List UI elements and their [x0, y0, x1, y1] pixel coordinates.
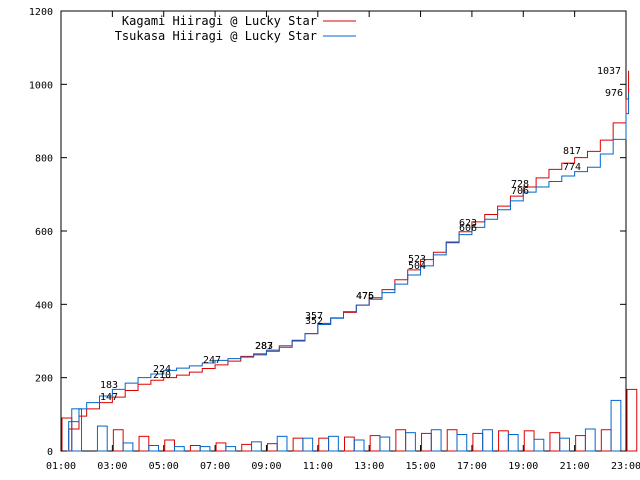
- x-tick-label: 09:00: [251, 461, 281, 472]
- hourly-bar: [379, 436, 391, 452]
- data-label: 523: [408, 254, 426, 265]
- hourly-bar: [189, 445, 201, 452]
- data-label: 976: [605, 88, 623, 99]
- data-label: 606: [459, 223, 477, 234]
- x-tick-label: 05:00: [149, 461, 179, 472]
- data-label: 728: [511, 179, 529, 190]
- hourly-bar: [584, 428, 596, 452]
- hourly-bar: [369, 435, 381, 452]
- data-label: 476: [356, 291, 374, 302]
- legend-label: Tsukasa Hiiragi @ Lucky Star: [115, 29, 317, 43]
- legend-label: Kagami Hiiragi @ Lucky Star: [122, 14, 317, 28]
- hourly-bar: [482, 429, 493, 452]
- hourly-bar: [421, 432, 432, 452]
- hourly-bar: [405, 432, 416, 452]
- hourly-bar: [96, 425, 108, 452]
- hourly-bar: [353, 439, 365, 452]
- data-label: 1037: [597, 66, 621, 77]
- series-line: [61, 70, 630, 452]
- data-label: 706: [511, 186, 529, 197]
- hourly-bar: [507, 434, 519, 452]
- hourly-bar: [523, 430, 535, 452]
- hourly-bar: [430, 429, 442, 452]
- data-label: 147: [100, 392, 118, 403]
- hourly-bar: [395, 429, 407, 452]
- y-tick-label: 0: [47, 447, 53, 458]
- hourly-bar: [318, 437, 330, 452]
- hourly-bar: [138, 435, 150, 452]
- plot-frame: [60, 10, 627, 452]
- hourly-bar: [549, 432, 561, 452]
- hourly-bar: [276, 435, 288, 452]
- hourly-bar: [112, 429, 124, 452]
- y-tick-label: 1200: [29, 7, 53, 18]
- x-tick-label: 01:00: [46, 461, 76, 472]
- data-label: 283: [255, 341, 273, 352]
- hourly-bar: [575, 435, 586, 452]
- hourly-bar: [456, 434, 468, 452]
- x-tick-label: 11:00: [303, 461, 333, 472]
- series-line: [61, 93, 630, 452]
- cumulative-lines: [61, 70, 630, 452]
- hourly-bar: [600, 429, 612, 452]
- hourly-bar: [292, 437, 304, 452]
- hourly-bar: [61, 417, 73, 452]
- data-label: 774: [563, 162, 581, 173]
- hourly-bar: [610, 399, 622, 452]
- hourly-bar: [626, 388, 638, 452]
- x-tick-label: 15:00: [405, 461, 435, 472]
- y-tick-label: 400: [35, 300, 53, 311]
- hourly-bar: [173, 446, 185, 452]
- hourly-bar: [148, 445, 160, 452]
- hourly-bar: [498, 430, 509, 452]
- hourly-bar: [533, 438, 545, 452]
- hourly-bar: [472, 432, 484, 452]
- hourly-bar: [241, 443, 253, 452]
- hourly-bar: [446, 429, 458, 452]
- data-label: 817: [563, 146, 581, 157]
- hourly-bar: [225, 446, 237, 452]
- hourly-bar: [328, 435, 339, 452]
- y-tick-label: 800: [35, 154, 53, 165]
- x-tick-label: 19:00: [508, 461, 538, 472]
- data-label: 475: [356, 291, 374, 302]
- hourly-bar: [266, 443, 278, 452]
- data-label: 224: [153, 364, 171, 375]
- x-tick-label: 13:00: [354, 461, 384, 472]
- hourly-bar: [71, 408, 83, 452]
- hourly-bar: [199, 446, 211, 452]
- x-tick-label: 07:00: [200, 461, 230, 472]
- y-axis: 0 200 400 600 800 1000 1200: [29, 7, 626, 458]
- hourly-bar: [215, 442, 227, 452]
- data-label: 287: [255, 341, 273, 352]
- data-label: 183: [100, 380, 118, 391]
- data-label: 352: [305, 316, 323, 327]
- hourly-bar: [559, 437, 570, 452]
- data-label: 504: [408, 261, 426, 272]
- data-label: 247: [203, 355, 221, 366]
- data-label: 357: [305, 311, 323, 322]
- x-tick-label: 23:00: [611, 461, 640, 472]
- x-tick-label: 21:00: [560, 461, 590, 472]
- x-tick-label: 03:00: [97, 461, 127, 472]
- data-label: 210: [153, 370, 171, 381]
- hourly-bars: [61, 388, 638, 452]
- x-tick-label: 17:00: [457, 461, 487, 472]
- hourly-bar: [251, 441, 262, 452]
- data-label: 623: [459, 218, 477, 229]
- y-tick-label: 200: [35, 374, 53, 385]
- hourly-bar: [122, 442, 134, 452]
- x-axis: 01:00 03:00 05:00 07:00 09:00 11:00 13:00 15:00…: [46, 11, 640, 472]
- hourly-bar: [164, 439, 175, 452]
- hourly-bar: [302, 437, 314, 452]
- hourly-bar: [344, 436, 355, 452]
- y-tick-label: 1000: [29, 80, 53, 91]
- y-tick-label: 600: [35, 227, 53, 238]
